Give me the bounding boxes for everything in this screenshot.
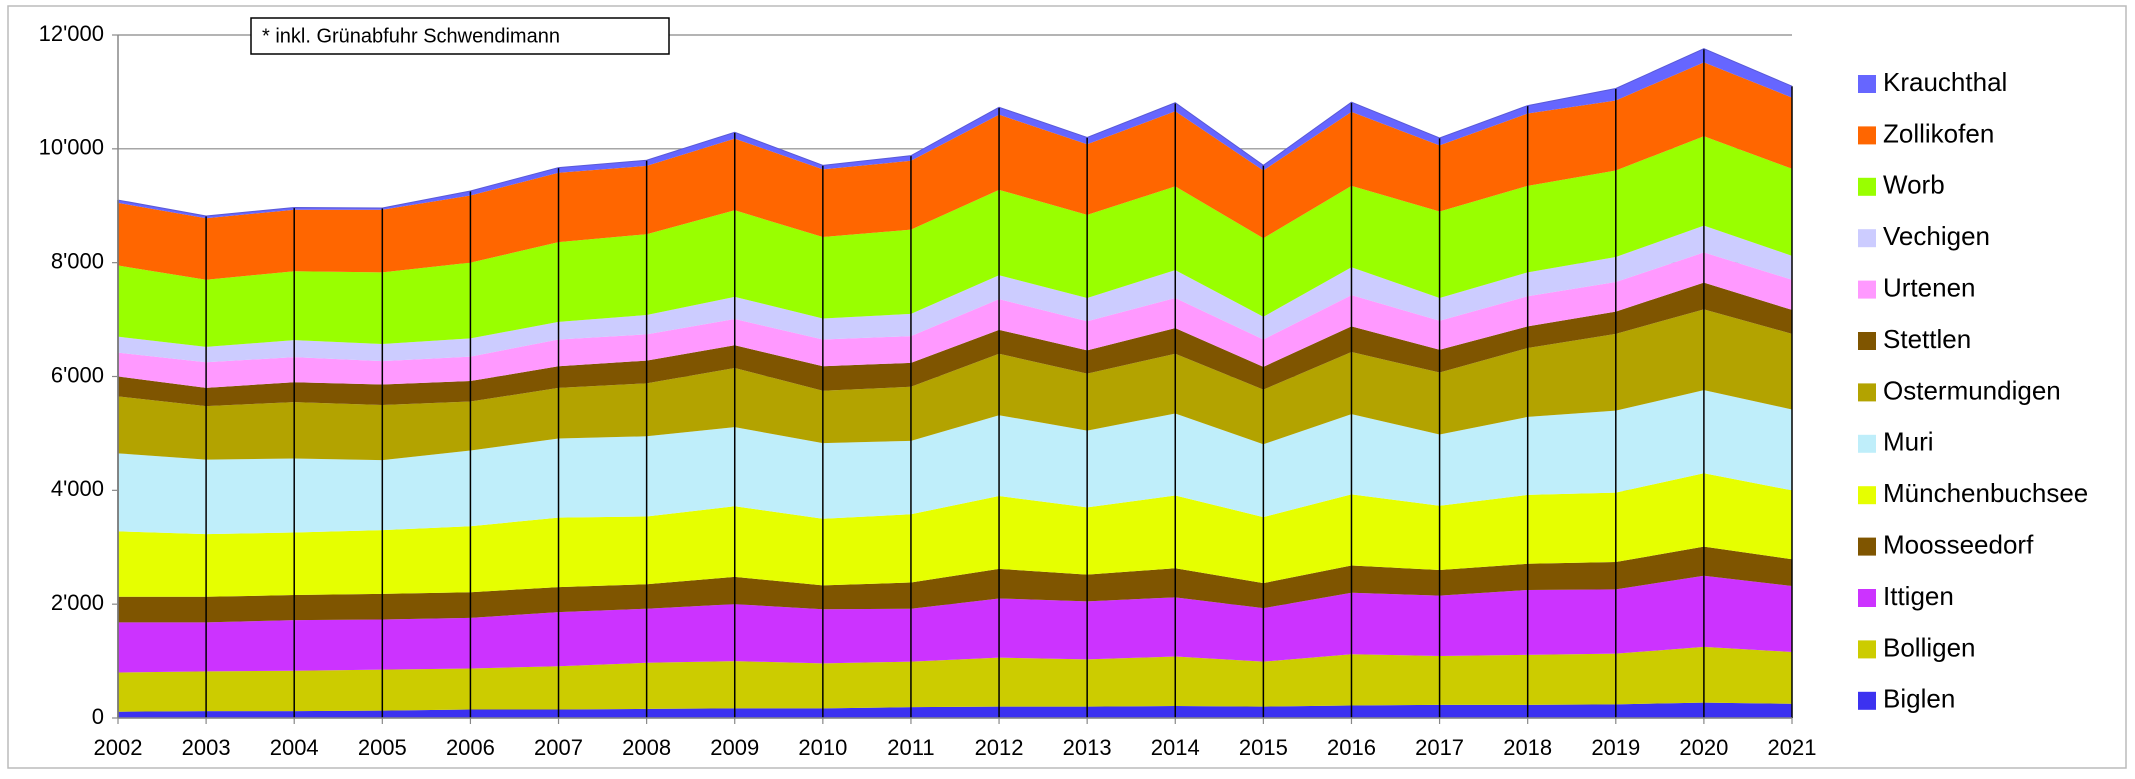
x-tick-label: 2008 (622, 735, 671, 760)
annotation-box (250, 17, 670, 55)
y-tick-label: 2'000 (51, 590, 104, 615)
legend-swatch (1858, 177, 1876, 196)
legend-label: Bolligen (1883, 632, 1976, 662)
legend-swatch (1858, 383, 1876, 402)
top-outline (117, 48, 1793, 217)
x-tick-label: 2004 (270, 735, 319, 760)
area (118, 309, 1792, 461)
legend-swatch (1858, 640, 1876, 659)
y-tick-label: 8'000 (51, 248, 104, 273)
legend-swatch (1858, 332, 1876, 350)
y-tick-label: 10'000 (39, 135, 104, 160)
legend-swatch (1858, 75, 1876, 93)
legend-label: Worb (1883, 170, 1945, 200)
area (118, 252, 1792, 388)
legend-label: Urtenen (1883, 272, 1976, 302)
area (118, 390, 1792, 535)
legend-label: Muri (1883, 427, 1934, 457)
annotation: * inkl. Grünabfuhr Schwendimann (262, 25, 560, 47)
x-tick-label: 2019 (1591, 735, 1640, 760)
x-tick-label: 2013 (1063, 735, 1112, 760)
x-tick-label: 2003 (182, 735, 231, 760)
legend-label: Moosseedorf (1883, 529, 2034, 559)
area (118, 48, 1792, 219)
area (118, 282, 1792, 407)
area (118, 136, 1792, 347)
x-tick-label: 2012 (975, 735, 1024, 760)
x-tick-label: 2007 (534, 735, 583, 760)
legend-label: Zollikofen (1883, 118, 1994, 148)
legend-label: Stettlen (1883, 324, 1971, 354)
x-tick-label: 2017 (1415, 735, 1464, 760)
x-tick-label: 2006 (446, 735, 495, 760)
x-tick-label: 2020 (1679, 735, 1728, 760)
y-tick-label: 6'000 (51, 362, 104, 387)
legend-swatch (1858, 691, 1876, 710)
x-tick-label: 2014 (1151, 735, 1200, 760)
axes: 0 2'000 4'000 6'000 8'000 10'000 12'000 2002 200… (39, 21, 1817, 760)
x-tick-label: 2015 (1239, 735, 1288, 760)
area (118, 575, 1792, 673)
legend-label: Münchenbuchsee (1883, 478, 2088, 508)
legend-label: Ostermundigen (1883, 375, 2061, 405)
y-tick-label: 12'000 (39, 21, 104, 46)
area (118, 62, 1792, 280)
legend-swatch (1858, 229, 1876, 248)
area (118, 702, 1792, 718)
x-tick-label: 2002 (94, 735, 143, 760)
x-tick-label: 2005 (358, 735, 407, 760)
legend-swatch (1858, 434, 1876, 453)
area (118, 546, 1792, 623)
legend-label: Biglen (1883, 684, 1955, 714)
legend-swatch (1858, 486, 1876, 505)
x-tick-label: 2021 (1768, 735, 1817, 760)
legend-swatch (1858, 280, 1876, 299)
x-tick-label: 2016 (1327, 735, 1376, 760)
area (118, 225, 1792, 363)
x-tick-label: 2011 (887, 735, 934, 760)
legend-swatch (1858, 537, 1876, 556)
legend-label: Ittigen (1883, 581, 1954, 611)
legend-label: Krauchthal (1883, 67, 2007, 97)
x-tick-label: 2010 (798, 735, 847, 760)
legend-label: Vechigen (1883, 221, 1990, 251)
area (118, 646, 1792, 712)
y-tick-label: 4'000 (51, 476, 104, 501)
x-tick-label: 2018 (1503, 735, 1552, 760)
x-tick-label: 2009 (710, 735, 759, 760)
y-tick-label: 0 (92, 704, 104, 729)
area (118, 473, 1792, 597)
areas (117, 48, 1793, 718)
legend-swatch (1858, 126, 1876, 145)
legend-swatch (1858, 589, 1876, 607)
